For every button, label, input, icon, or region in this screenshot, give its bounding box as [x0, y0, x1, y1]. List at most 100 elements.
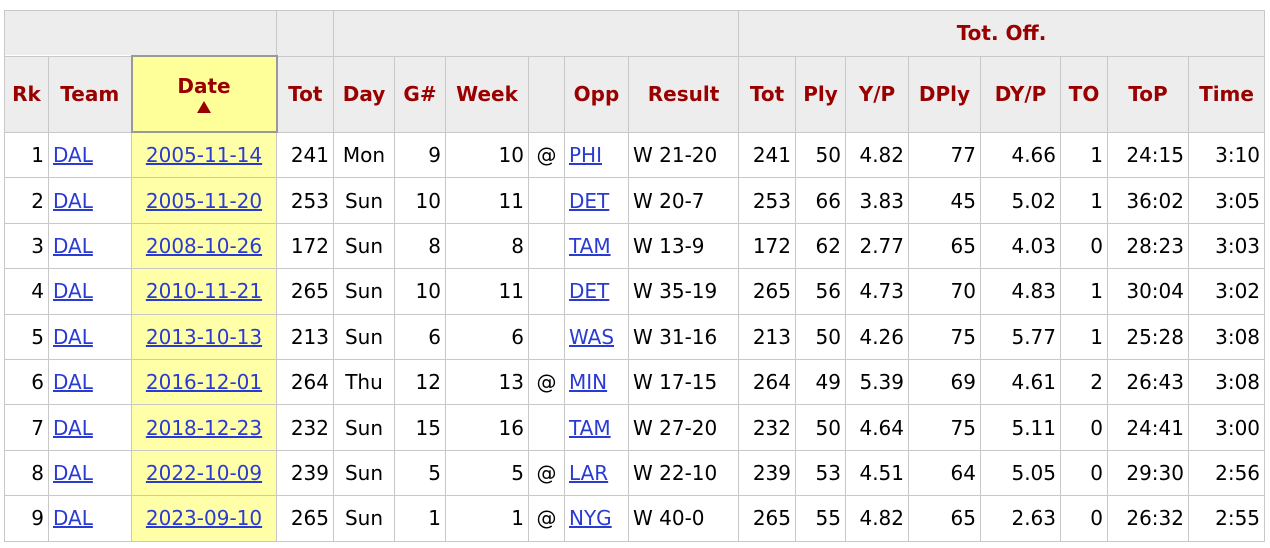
link[interactable]: TAM	[569, 415, 611, 440]
table-cell: W 17-15	[628, 358, 739, 406]
table-cell: 1	[4, 131, 49, 179]
link[interactable]: DAL	[53, 188, 93, 213]
cell-text: 45	[950, 188, 976, 213]
link[interactable]: LAR	[569, 460, 609, 485]
link[interactable]: 2022-10-09	[145, 460, 263, 485]
column-header[interactable]: TO	[1060, 55, 1108, 133]
table-cell: DAL	[48, 268, 132, 315]
table-cell: 7	[4, 404, 49, 451]
table-cell: 1	[445, 495, 529, 542]
link[interactable]: 2013-10-13	[145, 324, 263, 349]
link[interactable]: DAL	[53, 233, 93, 258]
table-cell: 6	[394, 313, 446, 360]
link[interactable]: DET	[569, 279, 610, 304]
table-cell: Thu	[333, 358, 395, 406]
column-header[interactable]: Week	[445, 55, 529, 133]
cell-text: 5	[31, 324, 44, 349]
link[interactable]: 2008-10-26	[145, 233, 263, 258]
cell-text: 10	[415, 188, 441, 213]
column-header[interactable]: Day	[333, 55, 395, 133]
table-cell: 2.77	[845, 222, 909, 270]
link[interactable]: 2010-11-21	[145, 279, 263, 304]
link[interactable]: DAL	[53, 415, 93, 440]
column-header[interactable]: ToP	[1107, 55, 1189, 133]
table-cell: 9	[4, 495, 49, 542]
cell-text: 8	[428, 233, 441, 258]
cell-text: 28:23	[1126, 233, 1184, 258]
table-cell: 3:08	[1187, 313, 1266, 360]
table-cell: DAL	[48, 313, 132, 360]
column-header[interactable]: Team	[48, 55, 132, 133]
link[interactable]: MIN	[569, 370, 608, 395]
column-header[interactable]: Result	[628, 55, 739, 133]
table-cell: 2010-11-21	[131, 268, 277, 315]
cell-text: 3:05	[1215, 188, 1261, 213]
link[interactable]: DAL	[53, 460, 93, 485]
link[interactable]: DAL	[53, 279, 93, 304]
link[interactable]: 2016-12-01	[145, 370, 263, 395]
link[interactable]: DAL	[53, 142, 93, 167]
table-cell: 2:55	[1187, 495, 1266, 542]
table-cell: 45	[908, 177, 981, 224]
table-cell: 50	[795, 313, 846, 360]
table-cell: 55	[795, 495, 846, 542]
link[interactable]: WAS	[569, 324, 615, 349]
link[interactable]: DET	[569, 188, 610, 213]
column-header[interactable]: Tot	[276, 55, 334, 133]
table-cell: 2013-10-13	[131, 313, 277, 360]
column-header[interactable]: Rk	[4, 55, 49, 133]
link[interactable]: NYG	[569, 506, 612, 531]
cell-text: 2	[1090, 370, 1103, 395]
cell-text: 3	[31, 233, 44, 258]
header-label: Tot	[749, 82, 785, 106]
table-cell: W 31-16	[628, 313, 739, 360]
table-cell: 64	[908, 449, 981, 497]
table-row: 3 DAL 2008-10-26 172 Sun 8 8 TAM W 13-9 172 62 2.77…	[4, 222, 1266, 270]
table-cell: 15	[394, 404, 446, 451]
table-cell: 253	[738, 177, 796, 224]
link[interactable]: DAL	[53, 506, 93, 531]
table-cell: DAL	[48, 131, 132, 179]
table-cell: 1	[394, 495, 446, 542]
table-cell: 241	[738, 131, 796, 179]
column-header[interactable]: Time	[1187, 55, 1266, 133]
cell-text: 3:08	[1215, 324, 1261, 349]
table-cell: 241	[276, 131, 334, 179]
table-cell: 75	[908, 404, 981, 451]
column-header[interactable]: Tot	[738, 55, 796, 133]
cell-text: W 31-16	[633, 324, 718, 349]
table-cell: Sun	[333, 495, 395, 542]
cell-text: 5.11	[1011, 415, 1056, 440]
table-cell: 3:00	[1187, 404, 1266, 451]
link[interactable]: TAM	[569, 233, 611, 258]
link[interactable]: 2023-09-10	[145, 506, 263, 531]
column-header[interactable]: Opp	[564, 55, 629, 133]
link[interactable]: 2005-11-20	[145, 188, 263, 213]
cell-text: 5.05	[1011, 460, 1056, 485]
link[interactable]: 2005-11-14	[145, 143, 263, 168]
table-cell: 2.63	[980, 495, 1061, 542]
table-cell: W 40-0	[628, 495, 739, 542]
column-header[interactable]: G#	[394, 55, 446, 133]
table-cell: 1	[1060, 177, 1108, 224]
cell-text: 8	[511, 233, 524, 258]
table-cell: 0	[1060, 449, 1108, 497]
link[interactable]: DAL	[53, 370, 93, 395]
column-header[interactable]: Ply	[795, 55, 846, 133]
table-cell: 2	[4, 177, 49, 224]
header-label: Opp	[573, 82, 620, 106]
table-cell: 6	[445, 313, 529, 360]
table-cell: 62	[795, 222, 846, 270]
link[interactable]: DAL	[53, 324, 93, 349]
cell-text: 75	[950, 415, 976, 440]
link[interactable]: PHI	[569, 142, 602, 167]
column-header[interactable]: DY/P	[980, 55, 1061, 133]
column-header[interactable]: Date	[130, 55, 278, 133]
link[interactable]: 2018-12-23	[145, 415, 263, 440]
column-header[interactable]: Y/P	[845, 55, 909, 133]
table-cell: 239	[276, 449, 334, 497]
table-cell: Sun	[333, 404, 395, 451]
cell-text: W 35-19	[633, 279, 718, 304]
column-header[interactable]: DPly	[908, 55, 981, 133]
table-cell: 2023-09-10	[131, 495, 277, 542]
